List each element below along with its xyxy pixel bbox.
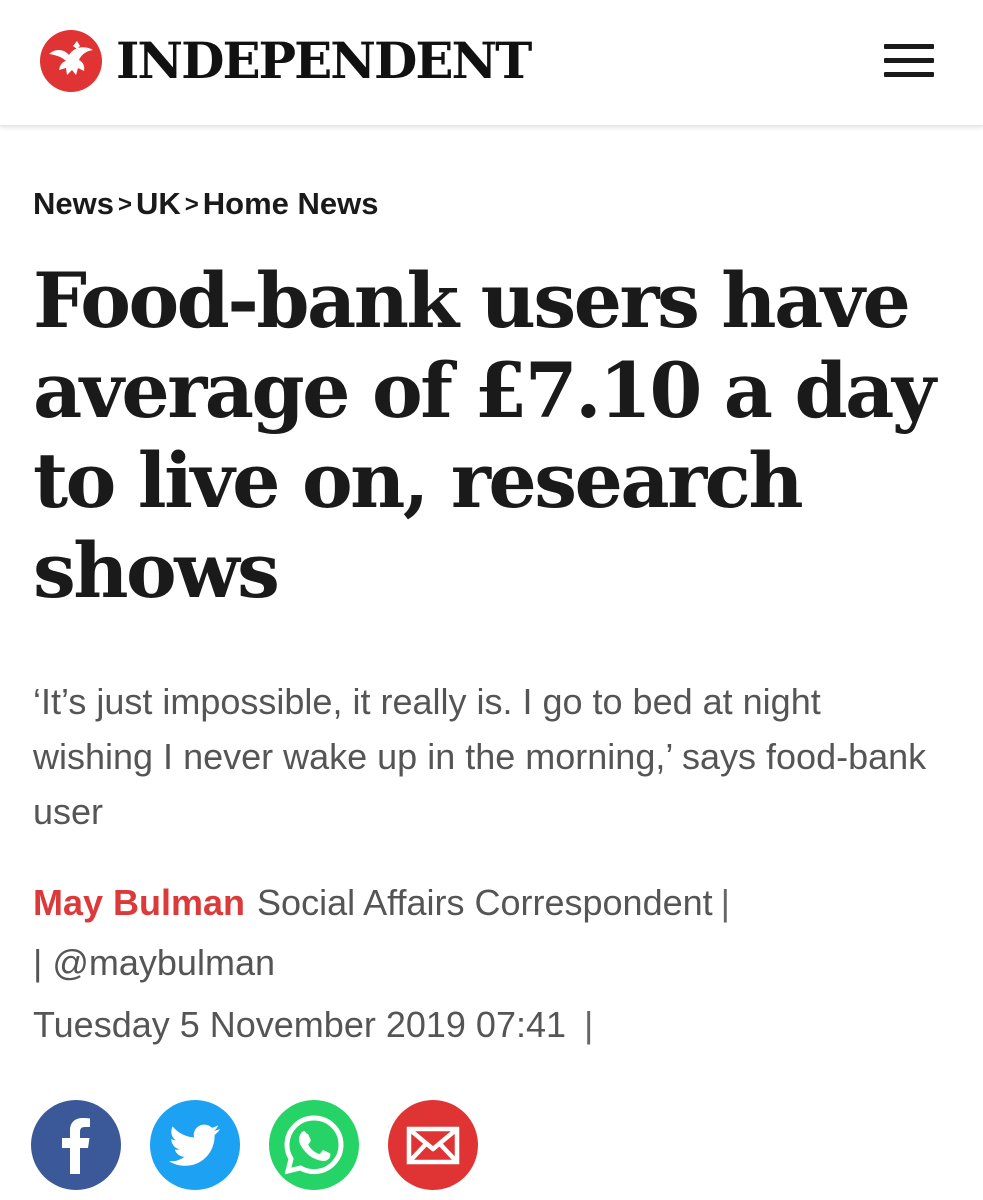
menu-bar: [884, 44, 934, 49]
whatsapp-icon: [284, 1115, 344, 1175]
breadcrumb-separator: >: [184, 191, 199, 218]
twitter-handle-link[interactable]: @maybulman: [52, 942, 275, 983]
divider-pipe: |: [33, 942, 43, 983]
hamburger-menu-icon[interactable]: [884, 44, 934, 78]
breadcrumb-separator: >: [117, 191, 132, 218]
divider-pipe: |: [584, 1004, 594, 1045]
menu-bar: [884, 58, 934, 63]
byline-date-line: Tuesday 5 November 2019 07:41 |: [33, 996, 933, 1054]
author-name-link[interactable]: May Bulman: [33, 882, 246, 923]
facebook-icon: [62, 1118, 90, 1174]
article-standfirst: ‘It’s just impossible, it really is. I g…: [33, 681, 927, 832]
byline-handle-line: | @maybulman: [33, 934, 933, 992]
share-email-button[interactable]: [388, 1100, 478, 1190]
byline-author-line: May Bulman Social Affairs Correspondent |: [33, 874, 933, 932]
share-facebook-button[interactable]: [31, 1100, 121, 1190]
author-role: Social Affairs Correspondent: [257, 882, 713, 923]
twitter-icon: [169, 1124, 220, 1166]
share-bar: [31, 1100, 507, 1190]
breadcrumb: News > UK > Home News: [33, 184, 379, 227]
publish-date: Tuesday 5 November 2019 07:41: [33, 1004, 567, 1045]
site-logo[interactable]: INDEPENDENT: [40, 30, 532, 92]
email-icon: [406, 1126, 460, 1165]
logo-text: INDEPENDENT: [116, 31, 532, 90]
site-header: INDEPENDENT: [0, 0, 983, 126]
divider-pipe: |: [720, 882, 730, 923]
article-headline: Food-bank users have average of £7.10 a …: [33, 256, 936, 615]
byline: May Bulman Social Affairs Correspondent | …: [33, 874, 933, 1054]
breadcrumb-uk[interactable]: UK: [136, 186, 181, 221]
breadcrumb-home-news[interactable]: Home News: [202, 186, 379, 221]
share-twitter-button[interactable]: [150, 1100, 240, 1190]
eagle-icon: [40, 30, 102, 92]
share-whatsapp-button[interactable]: [269, 1100, 359, 1190]
menu-bar: [884, 72, 934, 77]
breadcrumb-news[interactable]: News: [33, 186, 114, 221]
